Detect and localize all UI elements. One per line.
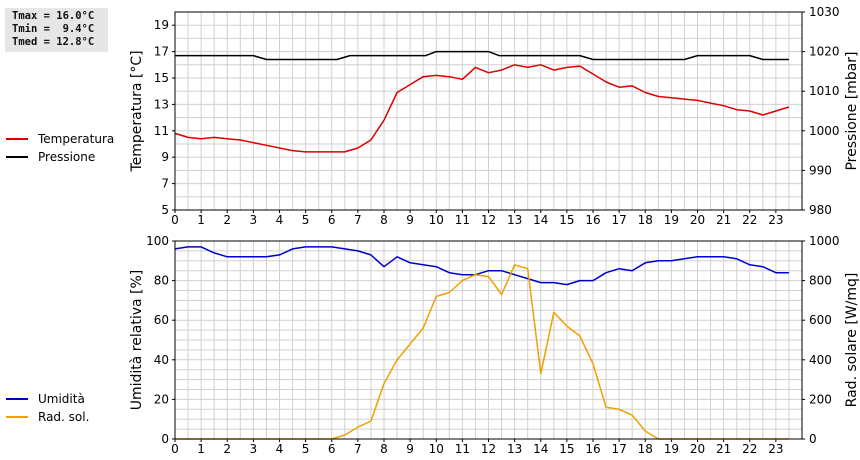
bottom-x-tick-label: 21 (716, 442, 731, 456)
top-x-tick-label: 8 (380, 213, 388, 227)
bottom-x-tick-label: 4 (276, 442, 284, 456)
tmax-label: Tmax = 16.0°C (12, 10, 95, 22)
bottom-x-tick-label: 2 (223, 442, 231, 456)
top-x-tick-label: 19 (664, 213, 679, 227)
bottom-x-tick-label: 0 (171, 442, 179, 456)
bottom-x-tick-label: 6 (328, 442, 336, 456)
bottom-x-tick-label: 1 (197, 442, 205, 456)
bottom-x-tick-label: 16 (585, 442, 600, 456)
bottom-y-right-tick-label: 200 (809, 392, 832, 406)
bottom-series-humidity-line (174, 246, 789, 286)
bottom-y-left-tick-label: 40 (154, 353, 169, 367)
tmin-label: Tmin = 9.4°C (12, 23, 95, 35)
top-x-tick-label: 12 (481, 213, 496, 227)
bottom-y-left-tick-label: 80 (154, 274, 169, 288)
bottom-x-tick-label: 20 (690, 442, 705, 456)
top-y-left-title: Temperatura [°C] (129, 50, 145, 172)
top-x-tick-label: 1 (197, 213, 205, 227)
top-x-tick-label: 22 (742, 213, 757, 227)
top-series-pressure-line (175, 50, 789, 61)
top-y-right-tick-label: 990 (809, 163, 832, 177)
bottom-y-right-tick-label: 400 (809, 353, 832, 367)
stats-box: Tmax = 16.0°C Tmin = 9.4°C Tmed = 12.8°C (5, 8, 108, 52)
top-x-tick-label: 11 (455, 213, 470, 227)
top-x-tick-label: 15 (559, 213, 574, 227)
bottom-x-tick-label: 13 (507, 442, 522, 456)
top-y-left-tick-label: 9 (161, 150, 169, 164)
top-y-left-tick-label: 17 (154, 45, 169, 59)
top-y-right-tick-label: 1010 (809, 84, 840, 98)
bottom-x-tick-label: 9 (406, 442, 414, 456)
top-x-tick-label: 13 (507, 213, 522, 227)
top-x-tick-label: 14 (533, 213, 548, 227)
bottom-legend-label-solar: Rad. sol. (38, 410, 89, 424)
bottom-series-solar-line (175, 264, 789, 440)
bottom-x-tick-label: 14 (533, 442, 548, 456)
top-x-tick-label: 23 (768, 213, 783, 227)
top-y-right-title: Pressione [mbar] (844, 51, 860, 170)
top-legend-label-pressure: Pressione (38, 150, 95, 164)
bottom-x-tick-label: 18 (638, 442, 653, 456)
top-series-temperature-line (174, 64, 790, 153)
bottom-x-tick-label: 8 (380, 442, 388, 456)
bottom-x-tick-label: 10 (429, 442, 444, 456)
bottom-x-tick-label: 17 (611, 442, 626, 456)
top-y-left-tick-label: 15 (154, 71, 169, 85)
bottom-y-left-tick-label: 60 (154, 313, 169, 327)
tmed-label: Tmed = 12.8°C (12, 36, 95, 48)
bottom-x-tick-label: 3 (250, 442, 258, 456)
top-y-right-tick-label: 980 (809, 203, 832, 217)
top-y-right-tick-label: 1030 (809, 5, 840, 19)
bottom-y-left-tick-label: 20 (154, 392, 169, 406)
top-x-tick-label: 20 (690, 213, 705, 227)
top-y-right-tick-label: 1000 (809, 124, 840, 138)
bottom-y-left-tick-label: 0 (161, 432, 169, 446)
bottom-y-right-tick-label: 0 (809, 432, 817, 446)
bottom-x-tick-label: 23 (768, 442, 783, 456)
top-x-tick-label: 0 (171, 213, 179, 227)
top-x-tick-label: 7 (354, 213, 362, 227)
bottom-y-right-tick-label: 800 (809, 274, 832, 288)
bottom-y-left-title: Umidità relativa [%] (129, 270, 145, 411)
bottom-x-tick-label: 5 (302, 442, 310, 456)
top-x-tick-label: 2 (223, 213, 231, 227)
top-y-left-tick-label: 7 (161, 177, 169, 191)
bottom-x-tick-label: 11 (455, 442, 470, 456)
bottom-y-left-tick-label: 100 (146, 234, 169, 248)
top-y-right-tick-label: 1020 (809, 45, 840, 59)
top-x-tick-label: 18 (638, 213, 653, 227)
bottom-plot-frame (174, 240, 803, 440)
top-x-tick-label: 10 (429, 213, 444, 227)
top-x-tick-label: 9 (406, 213, 414, 227)
top-y-left-tick-label: 11 (154, 124, 169, 138)
bottom-x-tick-label: 7 (354, 442, 362, 456)
top-x-tick-label: 3 (250, 213, 258, 227)
top-x-tick-label: 21 (716, 213, 731, 227)
top-y-left-tick-label: 19 (154, 18, 169, 32)
bottom-y-right-tick-label: 600 (809, 313, 832, 327)
bottom-legend-label-humidity: Umidità (38, 392, 85, 406)
top-plot-frame (174, 11, 803, 211)
top-x-tick-label: 6 (328, 213, 336, 227)
top-y-left-tick-label: 5 (161, 203, 169, 217)
bottom-x-tick-label: 22 (742, 442, 757, 456)
bottom-x-tick-label: 12 (481, 442, 496, 456)
top-x-tick-label: 17 (611, 213, 626, 227)
top-x-tick-label: 4 (276, 213, 284, 227)
top-x-tick-label: 16 (585, 213, 600, 227)
bottom-y-right-title: Rad. solare [W/mq] (844, 273, 860, 408)
bottom-x-tick-label: 15 (559, 442, 574, 456)
top-y-left-tick-label: 13 (154, 97, 169, 111)
bottom-x-tick-label: 19 (664, 442, 679, 456)
top-x-tick-label: 5 (302, 213, 310, 227)
top-legend-label-temperature: Temperatura (37, 132, 114, 146)
bottom-y-right-tick-label: 1000 (809, 234, 840, 248)
